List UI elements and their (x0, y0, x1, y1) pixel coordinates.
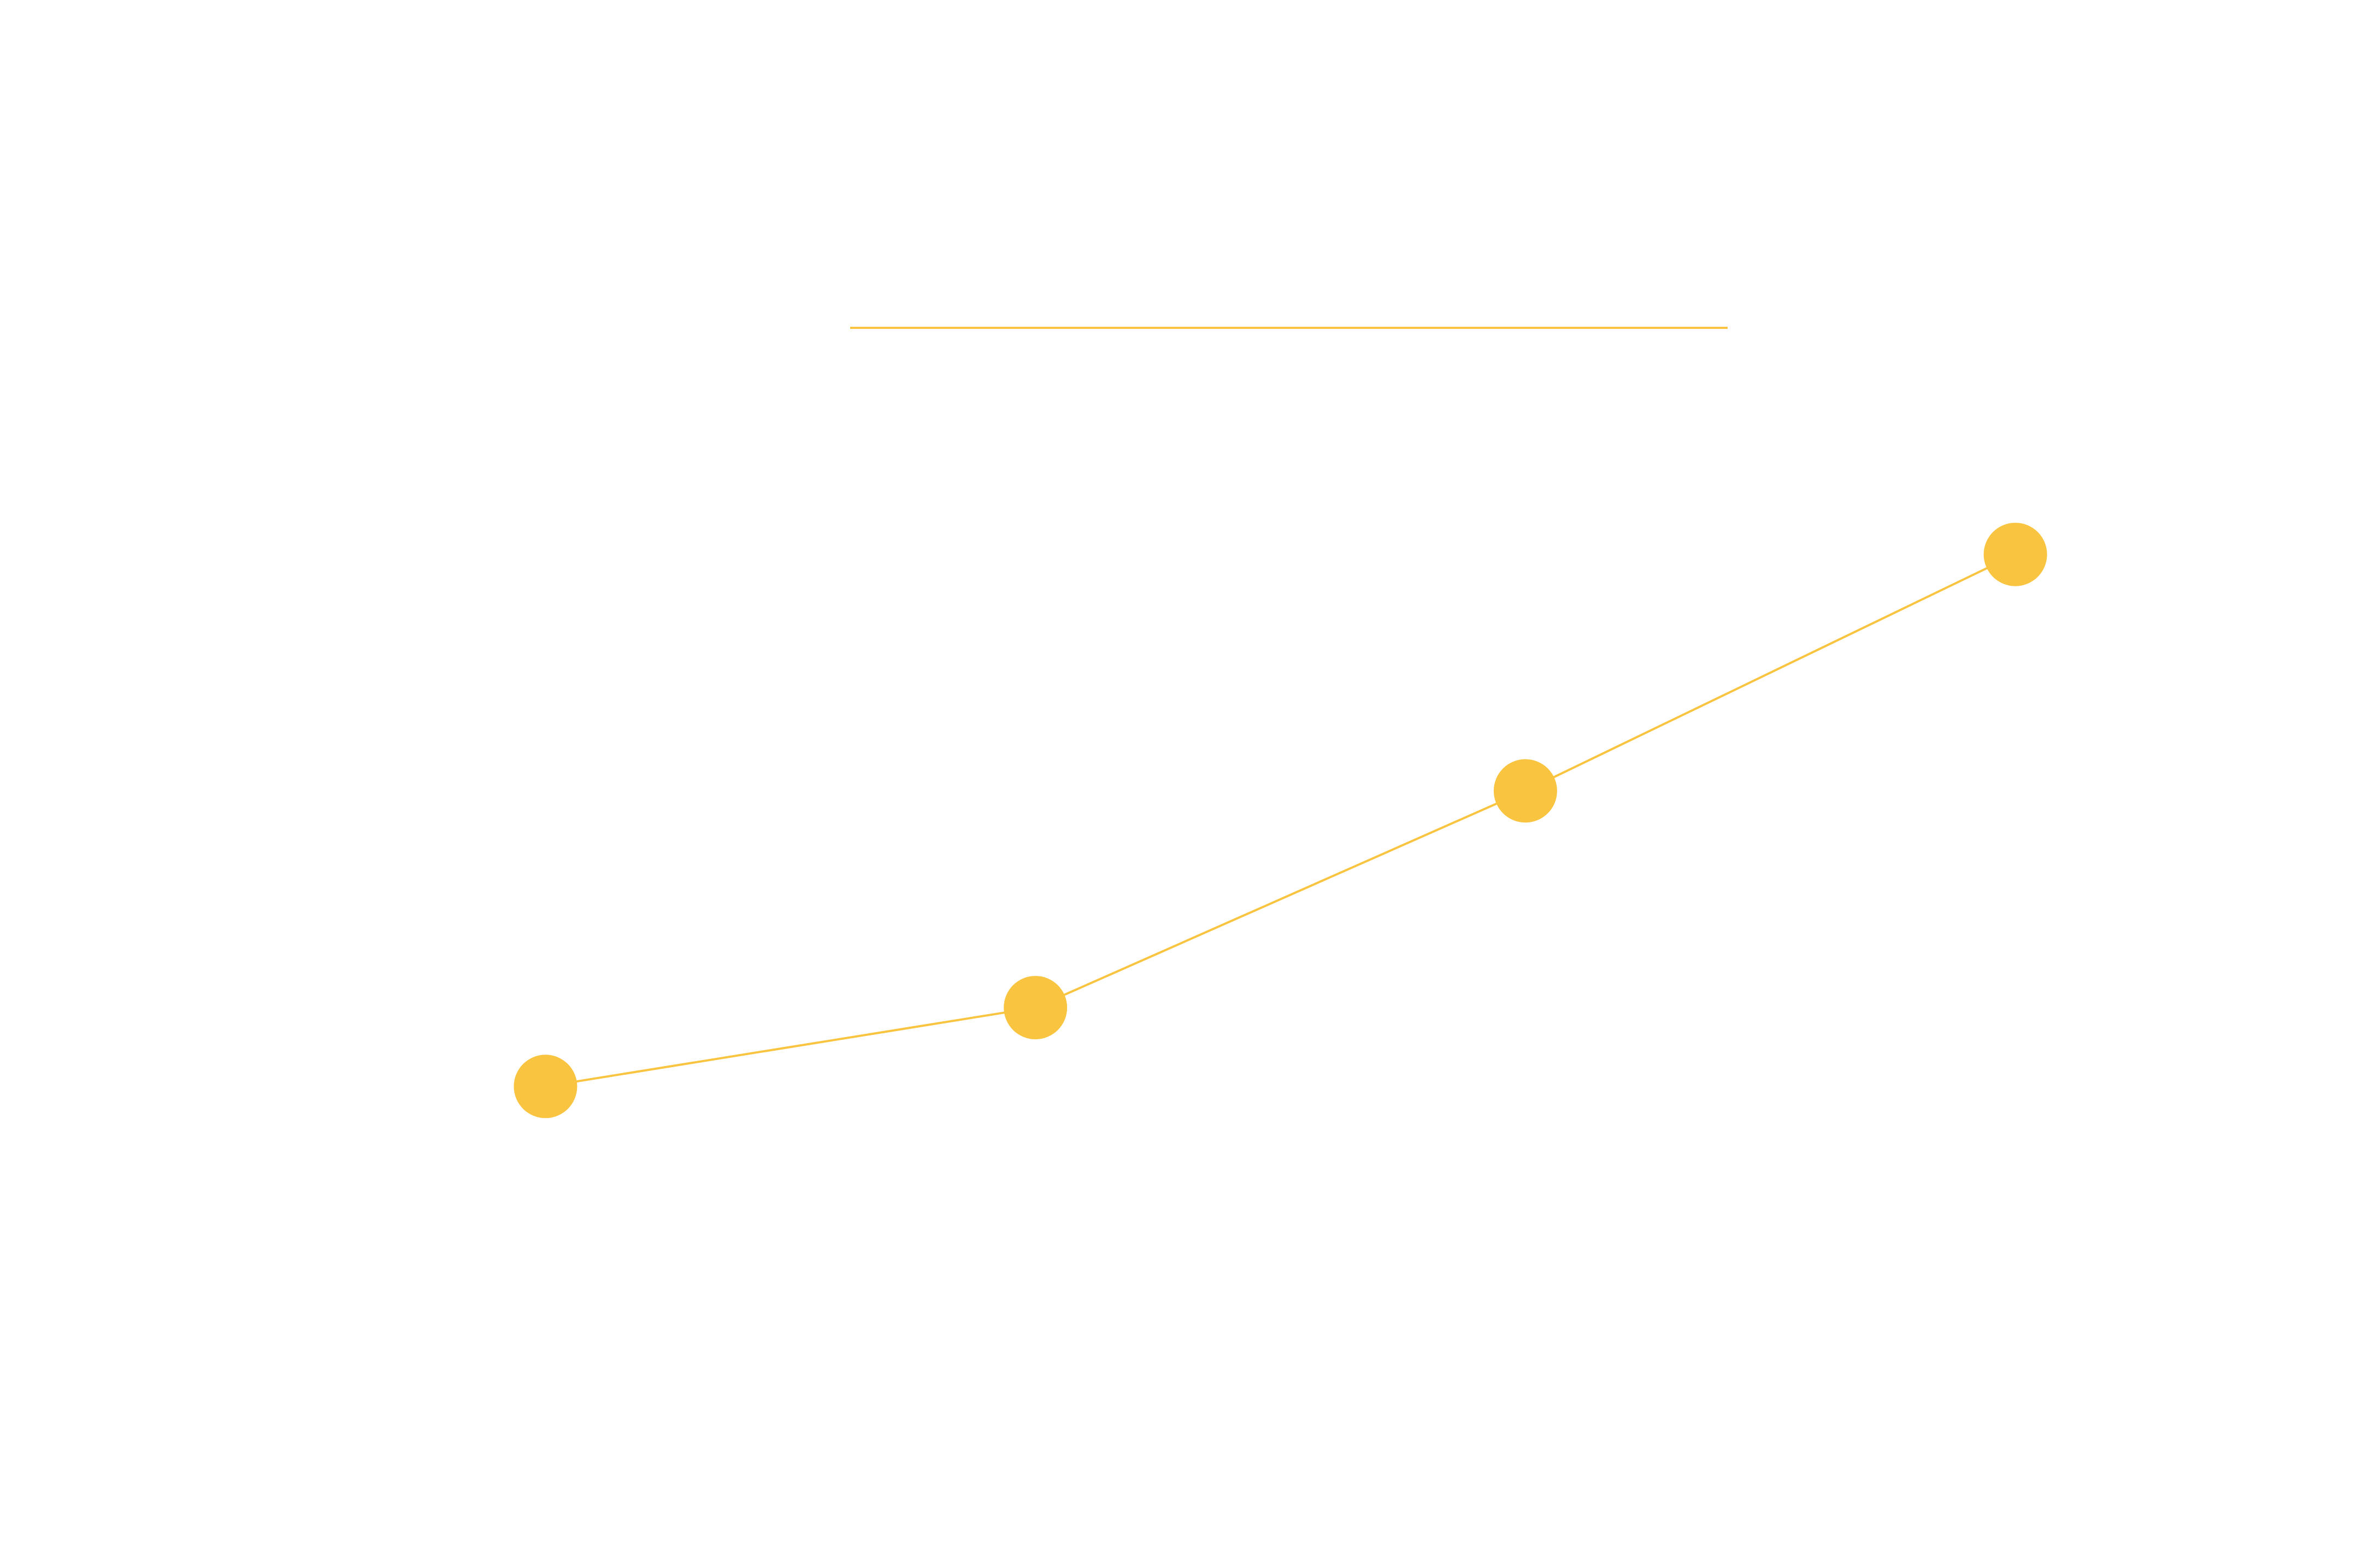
point (514, 1055, 578, 1118)
point (1004, 976, 1068, 1040)
point (1493, 759, 1557, 823)
point (1983, 522, 2047, 586)
line (545, 553, 2016, 1088)
